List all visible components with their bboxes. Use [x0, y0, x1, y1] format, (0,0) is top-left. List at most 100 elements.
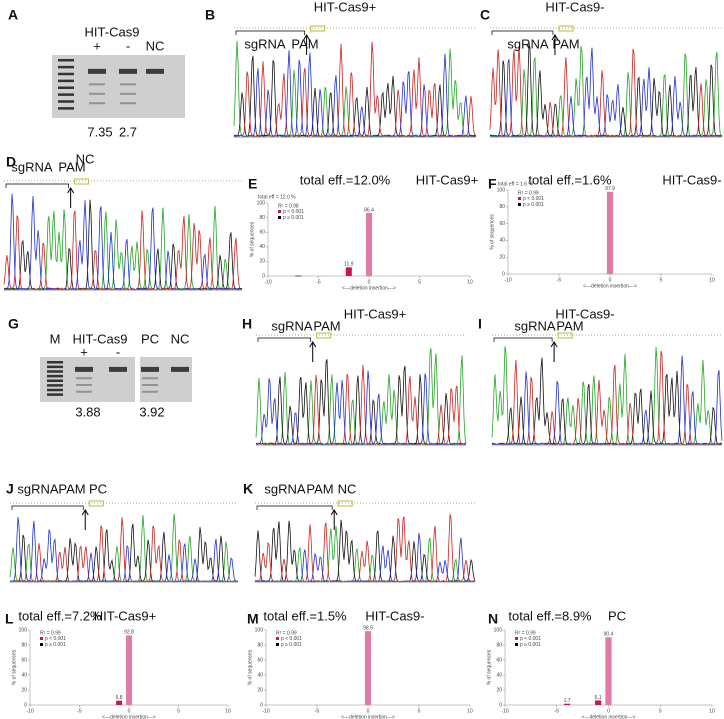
ladder-band	[47, 384, 63, 387]
y-tick-label: 80	[21, 642, 27, 648]
y-tick-label: 60	[499, 221, 505, 227]
legend-swatch	[276, 637, 279, 640]
quant-value: 3.92	[139, 404, 164, 419]
lane-label: M	[50, 331, 61, 346]
trace	[491, 350, 723, 446]
chart-subtitle: HIT-Cas9+	[94, 608, 157, 623]
pam-label: PAM	[556, 318, 583, 333]
x-axis-label: <---deletion insertion--->	[582, 714, 636, 719]
legend-entry: p ≥ 0.001	[45, 642, 66, 648]
trace	[233, 55, 477, 138]
y-tick-label: 0	[499, 702, 502, 708]
y-tick-label: 80	[496, 642, 502, 648]
y-axis-label: % of sequences	[489, 214, 495, 250]
pam-label: PAM	[58, 159, 85, 174]
trace	[490, 47, 723, 138]
y-tick-label: 40	[257, 672, 263, 678]
cut-arrow-head	[330, 509, 338, 516]
r2-label: R² = 0.99	[40, 630, 61, 636]
x-tick-label: -10	[262, 708, 269, 714]
x-tick-label: 0	[609, 277, 612, 283]
sgrna-label: sgRNA	[244, 36, 286, 51]
y-tick-label: 80	[259, 215, 265, 221]
bar	[563, 703, 571, 705]
gel-title: HIT-Cas9	[85, 24, 140, 39]
legend-swatch	[278, 210, 281, 213]
panel-letter: H	[242, 316, 252, 332]
panel-letter: I	[478, 316, 482, 332]
pam-box	[337, 500, 353, 507]
gel-band	[75, 366, 93, 372]
r2-label: R² = 0.99	[276, 630, 297, 636]
legend-entry: p < 0.001	[523, 196, 544, 202]
panel-title: PC	[89, 481, 107, 496]
trace	[254, 532, 476, 583]
cut-arrow-head	[81, 509, 89, 516]
r2-label: R² = 0.99	[518, 190, 539, 196]
sgrna-bracket	[491, 30, 554, 35]
pam-box	[316, 332, 332, 339]
bar	[365, 212, 373, 276]
x-axis-label: <---deletion insertion--->	[583, 283, 637, 289]
trace	[489, 45, 723, 138]
panel-letter: M	[247, 611, 259, 627]
x-tick-label: 0	[607, 708, 610, 714]
lane-label: +	[93, 38, 101, 53]
chart-note: total eff = 12.0 %	[258, 194, 296, 200]
lane-label: PC	[141, 331, 159, 346]
gel-band	[120, 83, 136, 86]
lane-label: NC	[171, 331, 190, 346]
x-tick-label: 10	[467, 708, 473, 714]
chart-title: total eff.=8.9%	[508, 608, 592, 623]
y-tick-label: 20	[499, 255, 505, 261]
gel-band	[119, 68, 137, 74]
sgrna-bracket	[256, 505, 333, 510]
trace	[255, 348, 467, 446]
value-label: 97.9	[605, 186, 615, 192]
x-tick-label: -5	[555, 708, 560, 714]
ladder-band	[47, 361, 63, 364]
sgrna-bracket	[235, 30, 305, 35]
trace	[3, 193, 243, 291]
y-tick-label: 20	[496, 687, 502, 693]
ladder-band	[47, 379, 63, 382]
sgrna-label: sgRNA	[11, 159, 53, 174]
x-tick-label: 5	[418, 279, 421, 285]
chart-title: total eff.=1.6%	[528, 172, 612, 187]
y-tick-label: 0	[24, 702, 27, 708]
trace	[489, 45, 723, 138]
r2-label: R² = 0.99	[515, 630, 536, 636]
chart-subtitle: HIT-Cas9-	[662, 172, 721, 187]
cut-arrow-head	[551, 34, 559, 41]
panel-title: NC	[338, 481, 357, 496]
y-tick-label: 100	[19, 627, 28, 633]
value-label: 92.8	[124, 630, 134, 636]
sgrna-label: sgRNA	[264, 481, 306, 496]
x-tick-label: -10	[504, 277, 511, 283]
trace	[491, 346, 723, 446]
ladder-band	[47, 393, 63, 396]
chart-title: total eff.=12.0%	[300, 172, 391, 187]
y-tick-label: 100	[494, 627, 503, 633]
pam-label: PAM	[58, 481, 85, 496]
x-tick-label: 0	[368, 279, 371, 285]
panel-title: HIT-Cas9-	[545, 0, 604, 14]
value-label: 1.7	[564, 698, 571, 704]
x-tick-label: -5	[557, 277, 562, 283]
x-tick-label: -10	[264, 279, 271, 285]
gel	[140, 357, 192, 402]
legend-swatch	[518, 203, 521, 206]
lane-sign: +	[80, 344, 88, 359]
legend-entry: p < 0.001	[281, 636, 302, 642]
panel-letter: L	[5, 611, 14, 627]
bar	[605, 637, 612, 705]
y-axis-label: % of sequences	[11, 649, 17, 685]
chart-subtitle: HIT-Cas9+	[416, 172, 479, 187]
panel-letter: F	[488, 176, 497, 192]
gel-band	[76, 384, 92, 386]
y-axis-label: % of sequences	[249, 221, 255, 257]
r2-label: R² = 0.98	[278, 203, 299, 209]
x-tick-label: 10	[467, 279, 473, 285]
value-label: 98.5	[363, 625, 373, 631]
